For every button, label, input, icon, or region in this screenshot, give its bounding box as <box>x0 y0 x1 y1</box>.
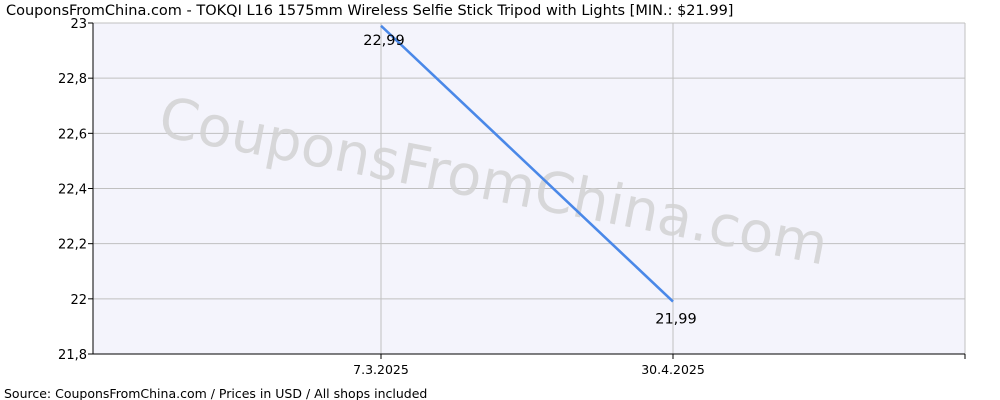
data-label: 21,99 <box>655 312 697 328</box>
series-line <box>380 24 674 303</box>
y-tick-label: 22,6 <box>58 127 87 142</box>
chart-title: CouponsFromChina.com - TOKQI L16 1575mm … <box>6 3 733 19</box>
y-tick-label: 22,8 <box>58 72 87 87</box>
source-note: Source: CouponsFromChina.com / Prices in… <box>4 386 427 400</box>
y-tick-label: 21,8 <box>58 348 87 363</box>
y-tick-label: 22 <box>70 293 87 308</box>
y-tick-label: 22,2 <box>58 238 87 253</box>
grid-lines <box>93 22 966 355</box>
x-tick-label: 7.3.2025 <box>353 362 409 377</box>
y-axis-ticks: 21,8 22 22,2 22,4 22,6 22,8 23 <box>58 17 93 363</box>
y-tick-label: 23 <box>70 17 87 32</box>
y-tick-label: 22,4 <box>58 183 87 198</box>
data-label: 22,99 <box>363 33 405 49</box>
series-group: 22,99 21,99 <box>363 24 697 328</box>
x-axis-ticks: 7.3.2025 30.4.2025 <box>353 354 966 377</box>
x-tick-label: 30.4.2025 <box>641 362 705 377</box>
